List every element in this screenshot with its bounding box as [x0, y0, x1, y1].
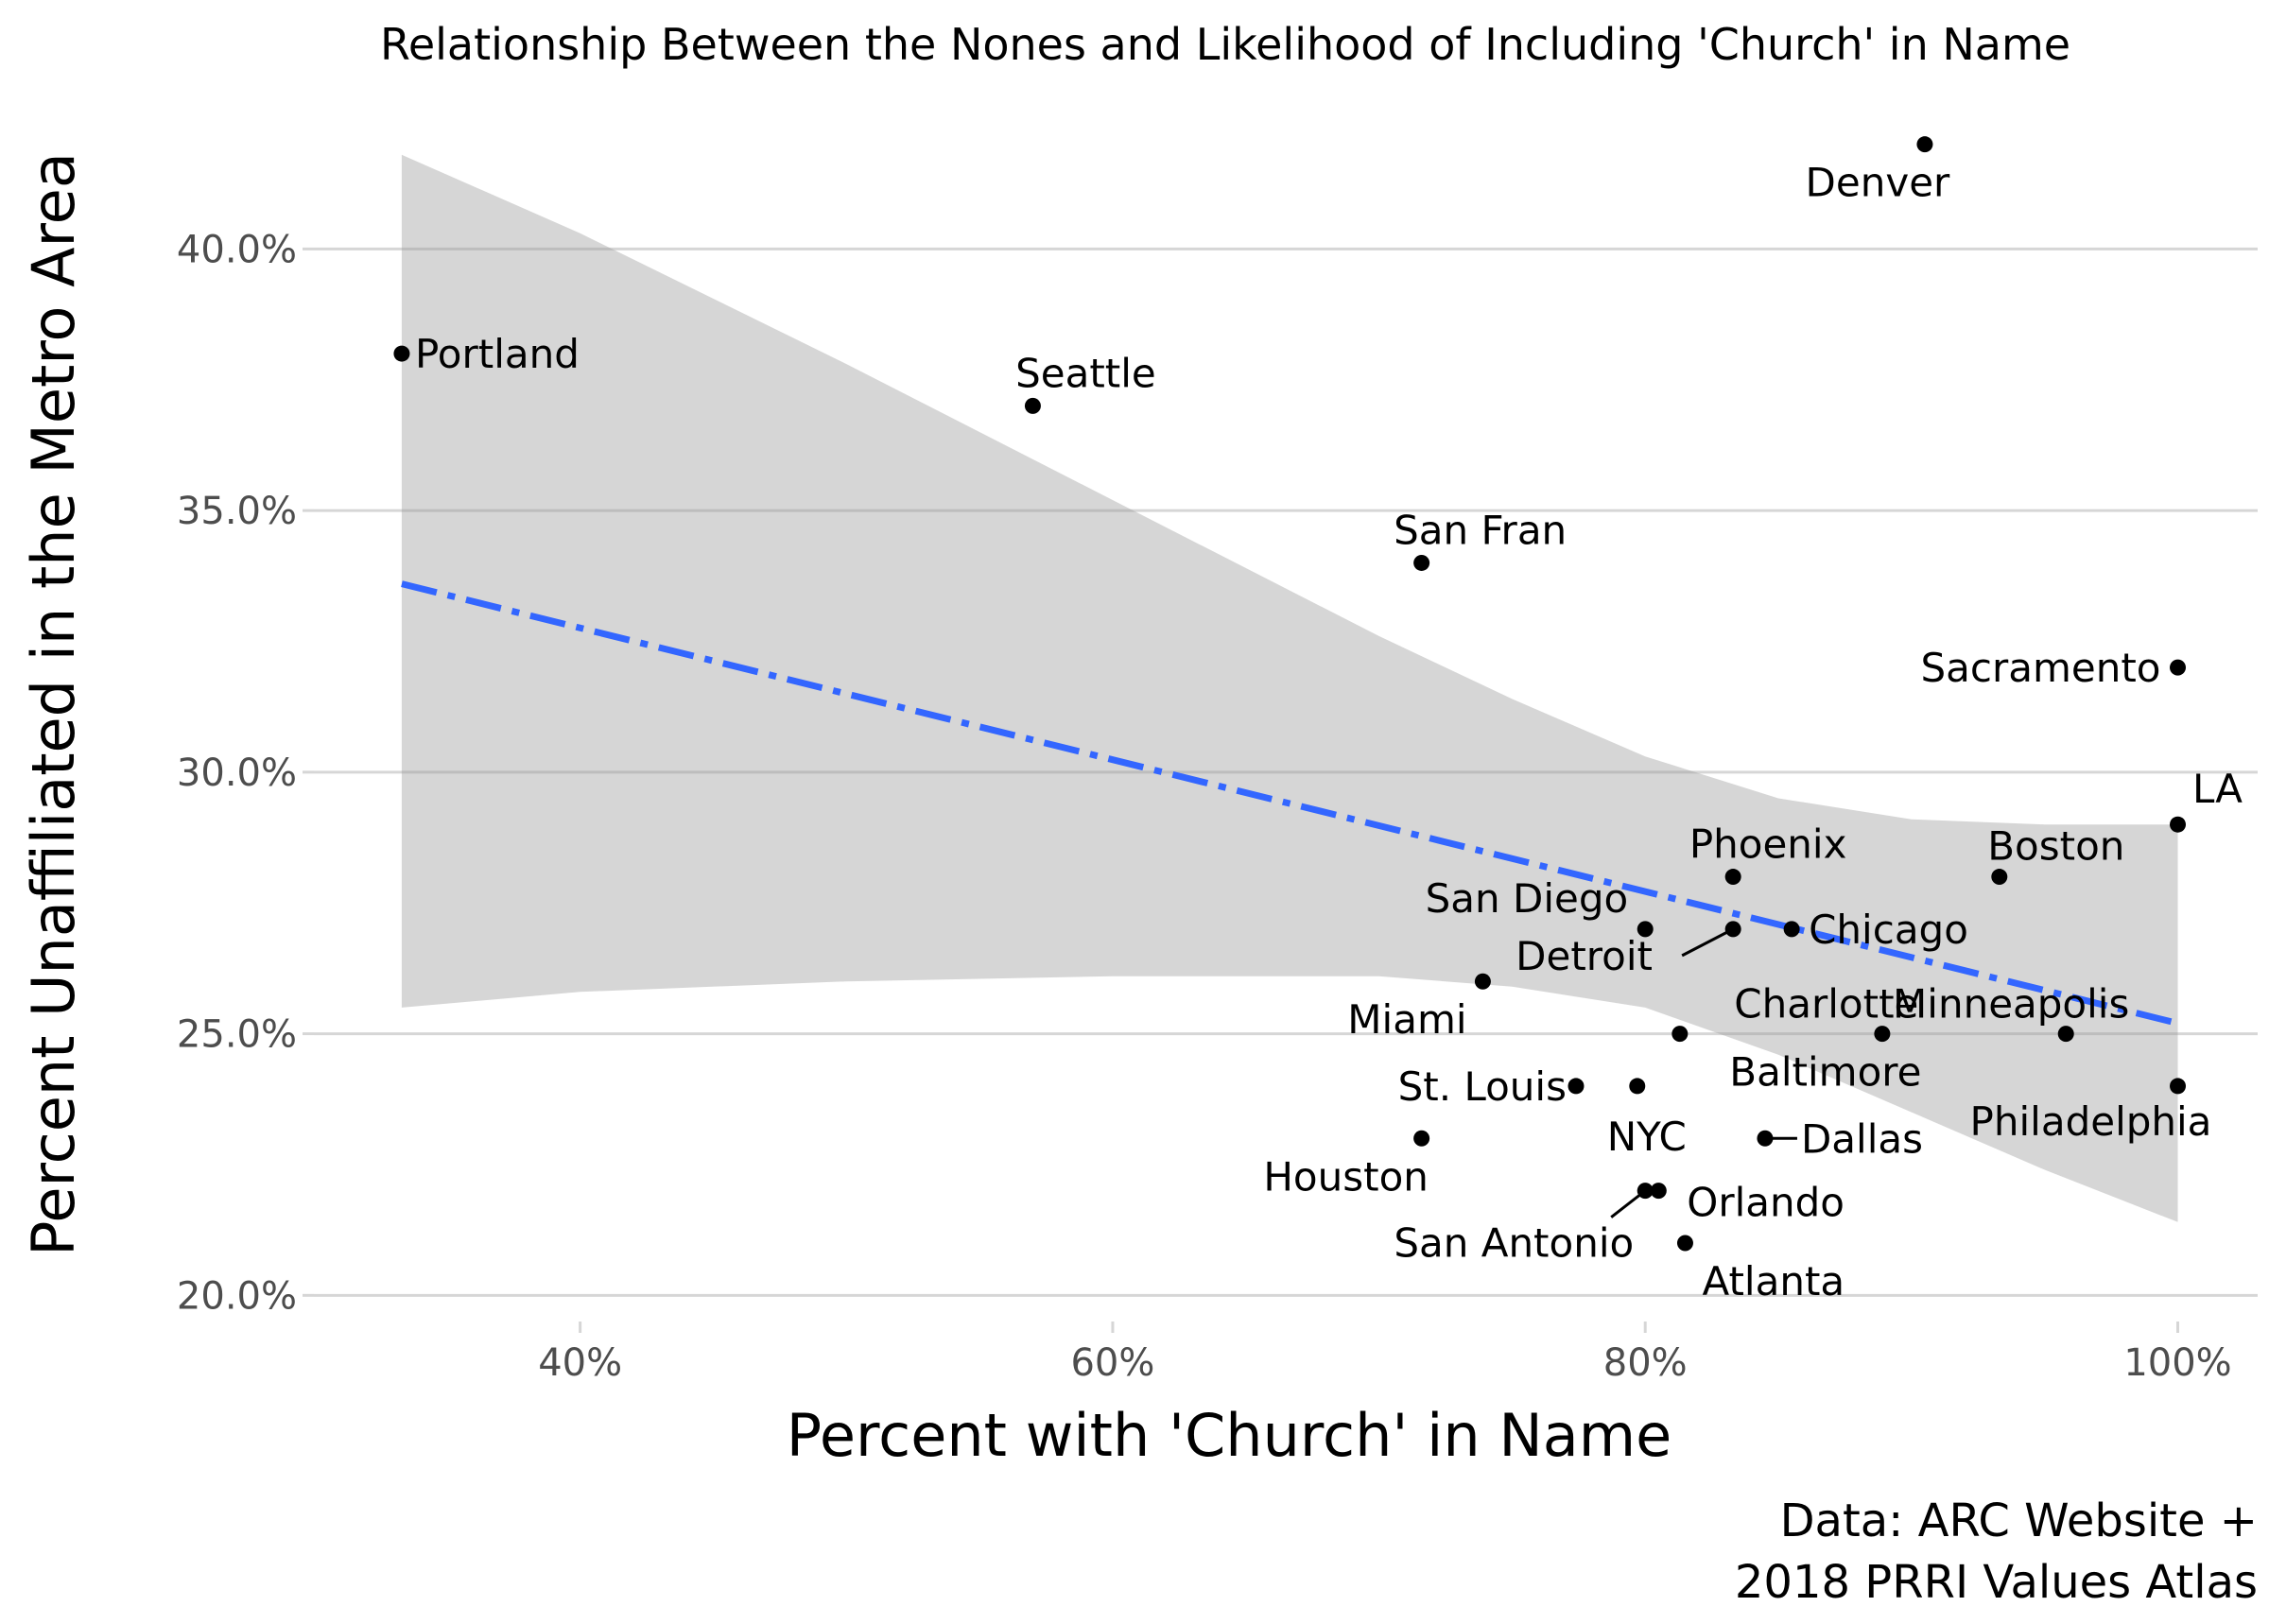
data-point [2170, 816, 2187, 833]
axis-ticks-layer: 20.0% 25.0% 30.0% 35.0% 40.0% 40% 60% 80% 100% [177, 228, 2232, 1385]
point-label: Houston [1263, 1153, 1429, 1200]
label-leader-line [1610, 1189, 1647, 1218]
point-labels-layer: Portland Seattle San Fran Denver Sacramento L… [415, 160, 2243, 1304]
x-tick-label: 100% [2123, 1341, 2231, 1385]
data-point [2170, 1078, 2187, 1095]
y-tick-label: 20.0% [177, 1274, 297, 1318]
y-tick-label: 30.0% [177, 752, 297, 795]
fit-line [401, 580, 2179, 1027]
chart-title: Relationship Between the Nones and Likel… [380, 19, 2070, 70]
data-point [1413, 554, 1430, 571]
data-point [1650, 1183, 1667, 1200]
y-tick-label: 25.0% [177, 1013, 297, 1057]
y-tick-label: 35.0% [177, 490, 297, 533]
data-point [1568, 1078, 1585, 1095]
y-tick-label: 40.0% [177, 228, 297, 271]
caption-line-1: Data: ARC Website + [1780, 1494, 2258, 1547]
data-point [1637, 921, 1654, 938]
data-point [393, 345, 410, 362]
data-point [1413, 1130, 1430, 1147]
x-tick-label: 60% [1070, 1341, 1154, 1385]
point-label: Portland [415, 331, 580, 377]
point-label: Phoenix [1689, 821, 1847, 868]
point-label: Chicago [1809, 907, 1968, 953]
data-point [1024, 397, 1041, 414]
data-point [1991, 869, 2008, 886]
data-point [1474, 973, 1491, 990]
point-label: Detroit [1516, 933, 1653, 979]
point-label: San Fran [1394, 507, 1567, 553]
caption-line-2: 2018 PRRI Values Atlas [1735, 1556, 2258, 1609]
y-axis-title: Percent Unaffiliated in the Metro Area [19, 152, 88, 1256]
point-label: Denver [1806, 160, 1950, 206]
x-tick-label: 40% [538, 1341, 622, 1385]
point-label: NYC [1607, 1114, 1687, 1160]
point-label: Sacramento [1920, 645, 2160, 691]
confidence-band [401, 154, 2178, 1222]
point-label: San Antonio [1394, 1220, 1634, 1267]
point-label: Atlanta [1702, 1258, 1845, 1304]
data-point [1676, 1235, 1693, 1252]
x-axis-title: Percent with 'Church' in Name [787, 1401, 1672, 1470]
data-point [1783, 921, 1800, 938]
data-point [1874, 1026, 1891, 1043]
point-label: Philadelphia [1970, 1098, 2212, 1145]
point-label: Baltimore [1729, 1049, 1921, 1096]
point-label: Dallas [1801, 1115, 1923, 1162]
data-point [1629, 1078, 1646, 1095]
gridlines [314, 247, 2258, 1297]
point-label: Seattle [1015, 350, 1156, 396]
x-tick-label: 80% [1603, 1341, 1688, 1385]
confidence-band-layer [401, 154, 2178, 1222]
point-label: Boston [1987, 823, 2124, 870]
data-point [2170, 659, 2187, 676]
point-label: Minneapolis [1893, 981, 2129, 1028]
data-point [2057, 1026, 2074, 1043]
point-label: Orlando [1687, 1180, 1845, 1226]
point-label: Charlotte [1734, 981, 1918, 1028]
point-label: San Diego [1426, 875, 1629, 922]
point-label: St. Louis [1398, 1063, 1567, 1110]
point-label: LA [2192, 766, 2243, 812]
label-leader-line [1681, 927, 1734, 958]
point-label: Miami [1347, 996, 1466, 1043]
fit-line-layer [401, 580, 2179, 1027]
data-point [1724, 869, 1741, 886]
data-point [1916, 136, 1933, 153]
data-point [1671, 1026, 1689, 1043]
